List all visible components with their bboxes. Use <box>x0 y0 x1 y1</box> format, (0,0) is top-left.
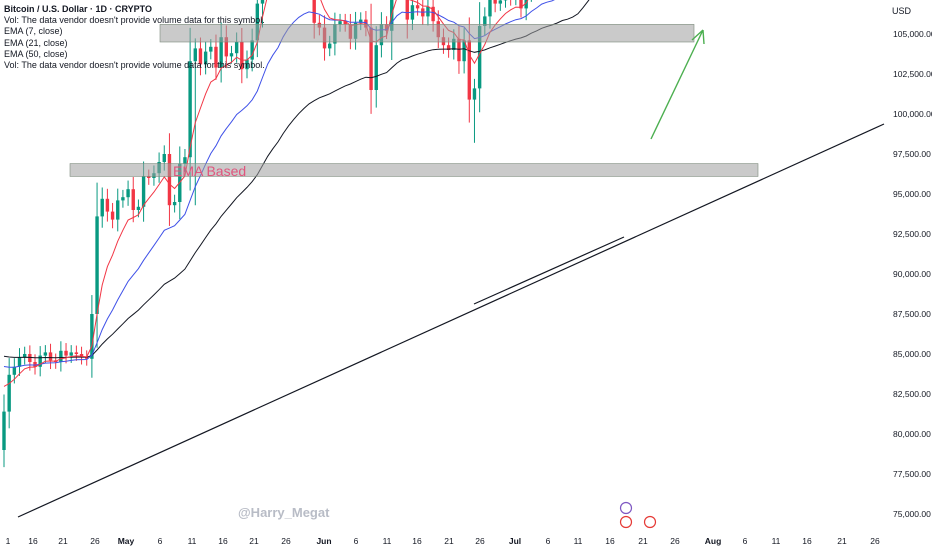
secondary-trendline[interactable] <box>474 237 624 304</box>
candle-body[interactable] <box>70 352 73 355</box>
candle-body[interactable] <box>142 176 145 206</box>
y-tick-label: 95,000.00 <box>893 189 931 199</box>
y-tick-label: 85,000.00 <box>893 349 931 359</box>
candle-body[interactable] <box>338 21 341 24</box>
y-tick-label: 82,500.00 <box>893 389 931 399</box>
x-tick-label: 16 <box>605 536 615 546</box>
candle-body[interactable] <box>106 199 109 212</box>
candle-body[interactable] <box>101 199 104 217</box>
candle-body[interactable] <box>163 154 166 162</box>
us-flag-icon[interactable] <box>645 517 656 528</box>
time-axis-panel[interactable] <box>0 530 932 550</box>
x-tick-label: 16 <box>28 536 38 546</box>
y-tick-label: 92,500.00 <box>893 229 931 239</box>
x-tick-label: Jul <box>509 536 521 546</box>
candle-body[interactable] <box>473 88 476 99</box>
candle-body[interactable] <box>137 207 140 210</box>
x-tick-label: 26 <box>870 536 880 546</box>
candle-body[interactable] <box>499 0 502 3</box>
symbol-title: Bitcoin / U.S. Dollar · 1D · CRYPTO <box>4 4 265 15</box>
candle-body[interactable] <box>7 375 10 412</box>
x-tick-label: 16 <box>802 536 812 546</box>
candle-body[interactable] <box>173 202 176 205</box>
y-tick-label: 97,500.00 <box>893 149 931 159</box>
x-tick-label: 26 <box>670 536 680 546</box>
x-tick-label: Aug <box>705 536 722 546</box>
ema21-legend[interactable]: EMA (21, close) <box>4 38 265 49</box>
candle-body[interactable] <box>28 354 31 362</box>
x-tick-label: 21 <box>249 536 259 546</box>
candle-body[interactable] <box>18 357 21 367</box>
candle-body[interactable] <box>59 351 62 362</box>
x-tick-label: 6 <box>546 536 551 546</box>
candle-body[interactable] <box>375 45 378 90</box>
us-flag-icon[interactable] <box>621 517 632 528</box>
x-tick-label: 26 <box>281 536 291 546</box>
x-tick-label: May <box>118 536 135 546</box>
x-tick-label: 11 <box>574 536 583 546</box>
currency-label[interactable]: USD <box>892 6 911 16</box>
candle-body[interactable] <box>313 0 316 23</box>
chart-legend: Bitcoin / U.S. Dollar · 1D · CRYPTO Vol:… <box>4 4 265 71</box>
x-tick-label: 6 <box>743 536 748 546</box>
candle-body[interactable] <box>111 212 114 220</box>
y-tick-label: 105,000.00 <box>893 29 932 39</box>
x-tick-label: 21 <box>58 536 68 546</box>
candle-body[interactable] <box>64 351 67 356</box>
candle-body[interactable] <box>132 189 135 210</box>
candle-body[interactable] <box>121 197 124 200</box>
candle-body[interactable] <box>406 0 409 20</box>
candle-body[interactable] <box>49 352 52 360</box>
x-tick-label: 11 <box>188 536 197 546</box>
candle-body[interactable] <box>493 0 496 4</box>
ema7-legend[interactable]: EMA (7, close) <box>4 26 265 37</box>
y-tick-label: 90,000.00 <box>893 269 931 279</box>
x-tick-label: 6 <box>158 536 163 546</box>
candle-body[interactable] <box>168 154 171 205</box>
x-tick-label: 16 <box>412 536 422 546</box>
ema-based-annotation: EMA Based <box>173 163 246 179</box>
candle-body[interactable] <box>488 0 491 16</box>
ascending-trendline[interactable] <box>18 124 884 517</box>
y-tick-label: 75,000.00 <box>893 509 931 519</box>
y-tick-label: 100,000.00 <box>893 109 932 119</box>
x-tick-label: 21 <box>444 536 454 546</box>
x-tick-label: 21 <box>638 536 648 546</box>
x-tick-label: 21 <box>837 536 847 546</box>
candle-body[interactable] <box>13 367 16 375</box>
author-watermark: @Harry_Megat <box>238 505 329 520</box>
x-tick-label: 1 <box>6 536 11 546</box>
x-tick-label: 16 <box>218 536 228 546</box>
candle-body[interactable] <box>95 216 98 314</box>
projection-arrow[interactable] <box>651 30 703 139</box>
candle-body[interactable] <box>328 44 331 49</box>
x-tick-label: 11 <box>772 536 781 546</box>
lightning-icon[interactable] <box>621 503 632 514</box>
candle-body[interactable] <box>2 412 5 450</box>
volume-note: Vol: The data vendor doesn't provide vol… <box>4 15 265 26</box>
candle-body[interactable] <box>75 352 78 354</box>
y-tick-label: 87,500.00 <box>893 309 931 319</box>
x-tick-label: 26 <box>90 536 100 546</box>
x-tick-label: Jun <box>316 536 331 546</box>
candle-body[interactable] <box>126 189 129 197</box>
y-tick-label: 80,000.00 <box>893 429 931 439</box>
candle-body[interactable] <box>116 200 119 219</box>
candle-body[interactable] <box>416 5 419 8</box>
y-tick-label: 102,500.00 <box>893 69 932 79</box>
candle-body[interactable] <box>468 40 471 99</box>
x-tick-label: 6 <box>354 536 359 546</box>
y-tick-label: 77,500.00 <box>893 469 931 479</box>
volume-note-2: Vol: The data vendor doesn't provide vol… <box>4 60 265 71</box>
ema50-legend[interactable]: EMA (50, close) <box>4 49 265 60</box>
x-tick-label: 26 <box>475 536 485 546</box>
candle-body[interactable] <box>44 352 47 355</box>
x-tick-label: 11 <box>383 536 392 546</box>
